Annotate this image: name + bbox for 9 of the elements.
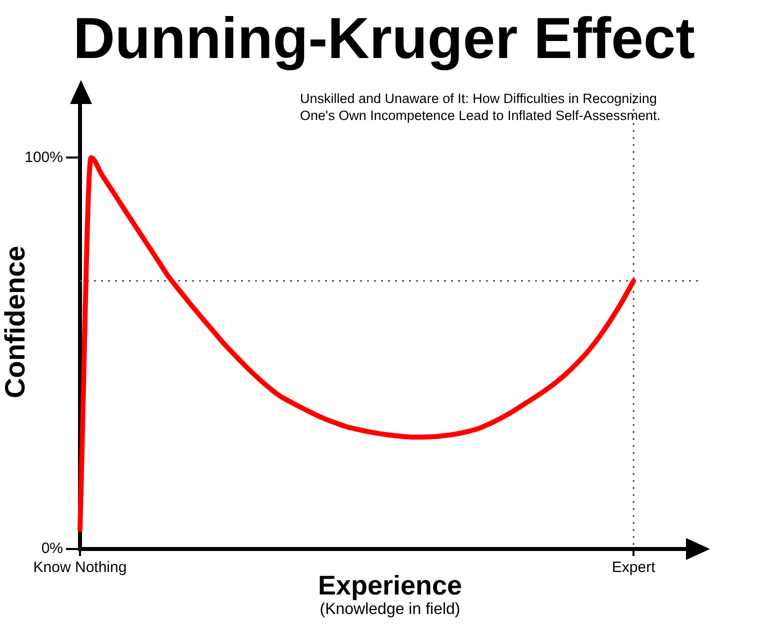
chart-subtitle: Unskilled and Unaware of It: How Difficulties in Recognizing One's Own Incompetence Lead to Inflated Self-Assessment. [300,90,662,124]
x-axis-title: Experience [318,570,462,600]
text: (Knowledge in field) [318,601,462,619]
x-tick-label: Expert [612,559,656,576]
y-axis-title: Confidence [0,246,31,398]
chart-title: Dunning-Kruger Effect [72,5,696,73]
x-tick-label: Know Nothing [33,559,127,576]
y-tick-label: 100% [24,148,63,166]
y-tick-label: 0% [41,540,63,558]
